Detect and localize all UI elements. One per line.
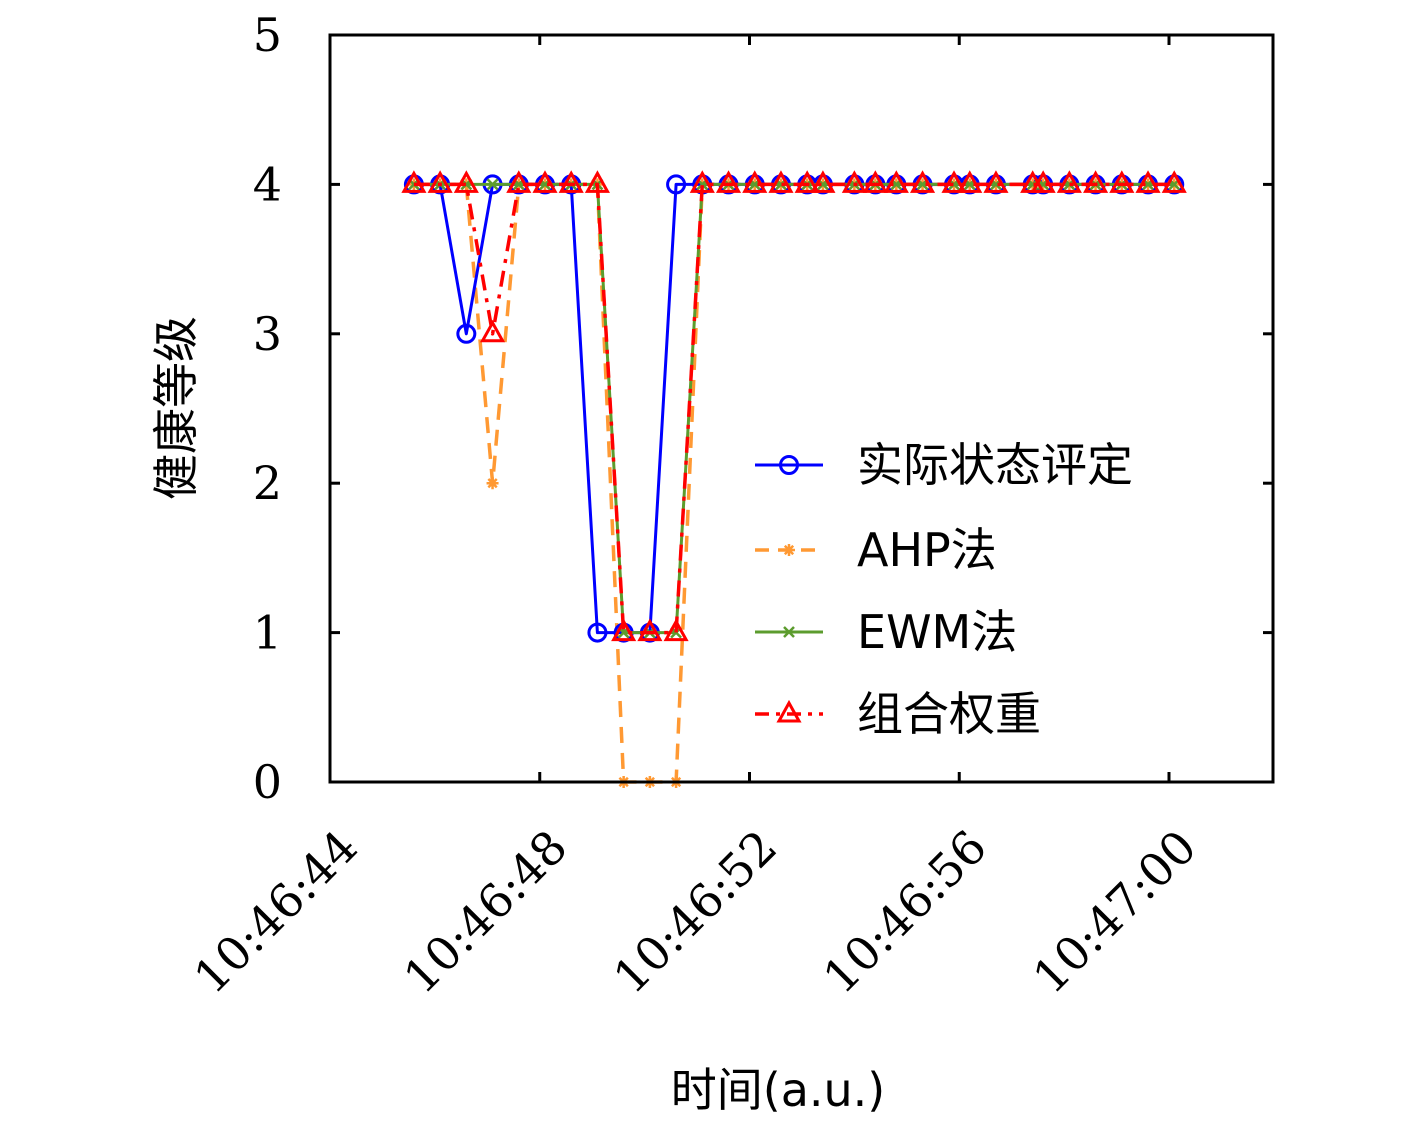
legend-label: 实际状态评定 — [857, 438, 1133, 492]
series-0 — [403, 174, 1185, 643]
series-3-point — [1056, 170, 1082, 193]
series-3-point — [983, 170, 1009, 193]
series-3-point — [506, 170, 532, 193]
legend-label: EWM法 — [857, 605, 1017, 659]
series-3-point — [909, 170, 936, 193]
legend-item-3: 组合权重 — [755, 687, 1041, 741]
series-3-point — [862, 170, 888, 193]
series-3-point — [480, 319, 506, 343]
series-3-point — [689, 170, 715, 193]
series-0-point — [456, 323, 477, 344]
series-3-point — [794, 170, 820, 193]
series-3-point — [957, 170, 983, 193]
series-3-point — [768, 170, 794, 193]
x-axis-label: 时间(a.u.) — [671, 1063, 885, 1117]
y-tick-label: 3 — [253, 307, 282, 361]
series-3-point — [1083, 170, 1109, 193]
series-3-point — [1109, 170, 1135, 193]
series-3-point — [742, 170, 768, 193]
series-3-point — [663, 618, 689, 642]
legend-marker — [783, 626, 795, 638]
legend-label: AHP法 — [857, 523, 997, 577]
x-tick-label: 10:46:52 — [603, 820, 787, 1004]
series-3-point — [584, 170, 610, 193]
series-3-point — [558, 170, 584, 193]
legend-marker — [776, 699, 802, 723]
x-tick-label: 10:46:56 — [813, 820, 997, 1004]
series-3-point — [611, 618, 637, 642]
series-3-point — [453, 170, 479, 193]
series-3-point — [715, 170, 742, 193]
series-3-point — [637, 618, 663, 642]
series-3-point — [532, 170, 558, 193]
legend-marker — [779, 455, 799, 475]
series-3-point — [883, 170, 909, 193]
series-1-point — [486, 477, 499, 490]
series-3-point — [1161, 170, 1187, 193]
legend-item-1: AHP法 — [755, 523, 997, 577]
series-0-point — [587, 622, 608, 643]
series-layer — [401, 170, 1187, 788]
series-2-point — [486, 178, 499, 191]
series-3-point — [401, 170, 427, 193]
series-line-0 — [413, 182, 1175, 635]
legend-item-2: EWM法 — [755, 605, 1017, 659]
series-3-point — [1135, 170, 1161, 193]
y-tick-label: 4 — [253, 157, 282, 211]
y-tick-label: 0 — [253, 755, 282, 809]
series-3-point — [427, 170, 453, 193]
series-line-2 — [413, 182, 1175, 635]
ticks-layer — [328, 33, 1273, 784]
y-tick-label: 1 — [253, 606, 282, 660]
plot-frame — [328, 33, 1275, 784]
series-2 — [408, 178, 1181, 639]
y-tick-label: 2 — [253, 456, 282, 510]
series-3-point — [841, 170, 867, 193]
y-tick-label: 5 — [253, 8, 282, 62]
x-tick-label: 10:46:48 — [393, 820, 577, 1004]
series-line-3 — [413, 182, 1175, 635]
series-3-point — [810, 170, 836, 193]
legend-marker — [783, 544, 795, 556]
y-tick-labels: 0 1 2 3 4 5 — [253, 8, 282, 809]
x-tick-labels: 10:46:44 10:46:48 10:46:52 10:46:56 10:47:00 — [183, 820, 1206, 1004]
series-3-point — [1030, 170, 1056, 193]
series-3 — [401, 170, 1187, 642]
series-3-point — [941, 170, 967, 193]
x-tick-label: 10:46:44 — [183, 820, 367, 1004]
legend-label: 组合权重 — [857, 687, 1041, 741]
x-tick-label: 10:47:00 — [1022, 820, 1206, 1004]
legend-item-0: 实际状态评定 — [755, 438, 1133, 492]
series-0-point — [666, 174, 687, 195]
y-axis-label: 健康等级 — [149, 316, 203, 500]
